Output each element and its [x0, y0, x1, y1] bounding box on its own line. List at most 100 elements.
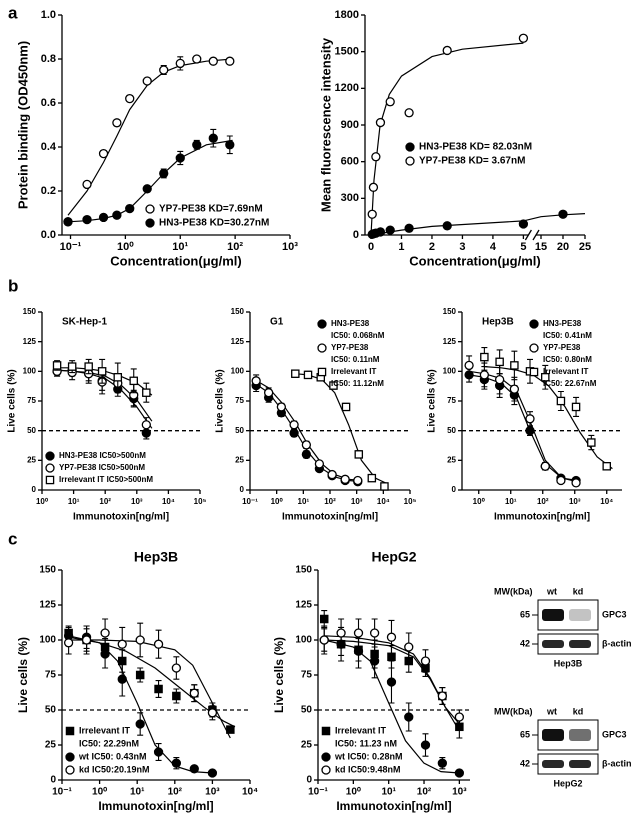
legend-marker — [317, 367, 327, 377]
x-tick-label: 10⁰ — [36, 497, 49, 506]
data-point — [385, 97, 395, 107]
legend-marker — [45, 475, 55, 485]
x-tick-label: 10³ — [351, 497, 363, 506]
mw-marker: 65 — [520, 729, 530, 739]
data-point — [82, 179, 92, 190]
x-tick-label: 10⁵ — [194, 497, 207, 506]
y-tick-label: 900 — [341, 119, 359, 131]
y-axis-title: Live cells (%) — [16, 637, 30, 713]
legend-label: HN3-PE38 KD=30.27nM — [159, 218, 269, 229]
data-point — [353, 475, 363, 486]
data-point — [454, 768, 465, 778]
x-tick-label: 10⁻¹ — [242, 497, 258, 506]
y-tick-label: 125 — [231, 337, 245, 346]
y-tick-label: 100 — [39, 635, 56, 646]
data-point — [112, 210, 122, 220]
x-tick-label: 10⁵ — [404, 497, 417, 506]
legend-marker — [321, 752, 331, 762]
y-tick-label: 100 — [23, 366, 37, 375]
data-point — [153, 747, 164, 757]
legend-marker — [317, 343, 327, 353]
panel-label: c — [8, 529, 17, 548]
data-point — [353, 646, 364, 656]
y-tick-label: 0.6 — [41, 97, 56, 109]
y-tick-label: 1.0 — [41, 9, 56, 21]
data-point — [386, 677, 397, 687]
y-axis-title: Live cells (%) — [427, 369, 438, 432]
x-tick-label: 10⁰ — [271, 497, 284, 506]
x-tick-label: 10⁴ — [242, 787, 258, 798]
band-label: GPC3 — [602, 729, 627, 739]
fit-curve — [67, 139, 233, 223]
legend-marker — [317, 319, 327, 329]
blot-band — [569, 760, 591, 768]
legend-label: YP7-PE38 IC50>500nM — [59, 463, 145, 472]
data-point — [81, 635, 92, 645]
legend-label: Irrelevant IT — [543, 367, 588, 376]
data-point — [113, 373, 123, 382]
legend-marker — [321, 726, 331, 736]
y-tick-label: 150 — [443, 307, 457, 316]
x-tick-label: 10⁰ — [92, 787, 107, 798]
data-point — [172, 691, 181, 701]
data-point — [303, 370, 313, 380]
data-point — [135, 670, 145, 680]
data-point — [369, 656, 380, 666]
band-label: β-actin — [602, 638, 632, 648]
data-point — [327, 469, 337, 480]
y-tick-label: 25 — [27, 455, 36, 464]
legend-marker — [529, 343, 539, 353]
data-point — [100, 628, 110, 638]
legend-label: YP7-PE38 — [543, 343, 581, 352]
x-tick-label: 0 — [368, 241, 374, 253]
x-tick-label: 4 — [490, 241, 497, 253]
data-point — [518, 33, 529, 43]
x-tick-label: 10¹ — [298, 497, 310, 506]
data-point — [571, 478, 581, 488]
data-point — [112, 118, 122, 128]
x-tick-label: 10³ — [131, 497, 143, 506]
data-point — [314, 459, 325, 469]
lane-label: kd — [573, 706, 584, 716]
y-tick-label: 25 — [45, 740, 57, 751]
x-tick-label: 10⁴ — [162, 497, 175, 506]
data-point — [175, 153, 185, 163]
legend-label: kd IC50:20.19nM — [79, 764, 150, 774]
data-point — [367, 473, 377, 483]
data-point — [420, 740, 431, 750]
legend-label: HN3-PE38 KD= 82.03nM — [419, 142, 532, 153]
data-point — [558, 209, 568, 219]
data-point — [189, 688, 199, 698]
chart-title: Hep3B — [482, 317, 514, 328]
y-tick-label: 300 — [341, 192, 359, 204]
data-point — [404, 223, 414, 233]
chart-title: SK-Hep-1 — [62, 317, 107, 328]
x-axis-title: Immunotoxin[ng/ml] — [73, 512, 169, 523]
fit-curve — [370, 42, 524, 236]
data-point — [404, 642, 414, 652]
y-tick-label: 50 — [27, 426, 36, 435]
data-point — [142, 184, 152, 194]
data-point — [319, 614, 329, 624]
data-point — [540, 461, 550, 471]
data-point — [208, 56, 218, 66]
data-point — [175, 58, 185, 69]
data-point — [226, 725, 235, 734]
y-tick-label: 50 — [45, 705, 57, 716]
x-tick-label: 10³ — [452, 787, 467, 798]
data-point — [82, 214, 92, 225]
y-tick-label: 50 — [447, 426, 456, 435]
x-tick-label: 10¹ — [381, 787, 396, 798]
legend-marker — [45, 451, 55, 461]
data-point — [420, 656, 431, 666]
data-point — [189, 764, 199, 774]
y-tick-label: 100 — [231, 366, 245, 375]
y-tick-label: 0 — [240, 485, 245, 494]
data-point — [602, 462, 611, 471]
y-axis-title: Live cells (%) — [7, 369, 18, 432]
data-point — [142, 76, 152, 86]
x-tick-label: 10² — [417, 787, 432, 798]
legend-label: kd IC50:9.48nM — [335, 764, 401, 774]
data-point — [556, 396, 566, 406]
y-tick-label: 600 — [341, 156, 359, 168]
